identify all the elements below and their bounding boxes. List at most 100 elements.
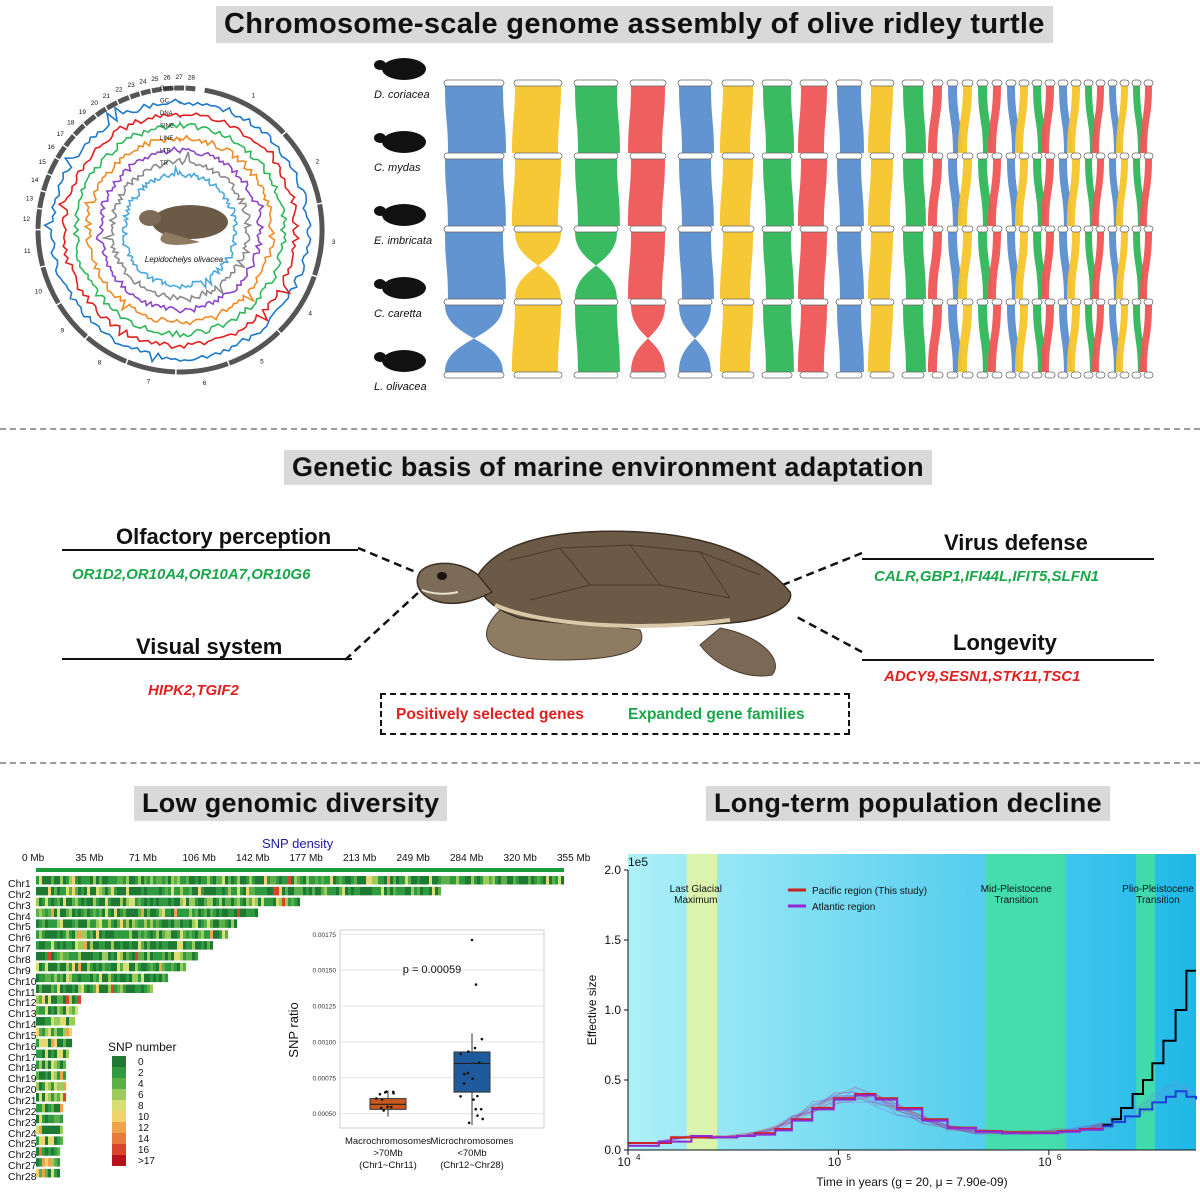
snp-cell	[153, 951, 157, 961]
snp-cell	[60, 1103, 64, 1113]
snp-cell	[105, 951, 109, 961]
synteny-ribbon	[720, 86, 753, 153]
snp-cell	[165, 951, 169, 961]
chromosome-bar	[1057, 225, 1069, 233]
chromosome-bar	[1005, 79, 1017, 87]
chromosome-bar	[799, 298, 829, 306]
snp-cell	[147, 908, 151, 918]
snp-cell	[183, 908, 187, 918]
snp-cell	[123, 941, 127, 950]
snp-cell	[45, 1017, 49, 1026]
snp-cell	[42, 1168, 46, 1178]
snp-cell	[213, 919, 217, 928]
snp-cell	[171, 941, 175, 950]
snp-cell	[69, 897, 73, 907]
snp-cell	[201, 941, 205, 950]
period-band	[686, 854, 718, 1150]
snp-cell	[69, 908, 73, 918]
snp-cell	[360, 876, 364, 885]
snp-chromosome-label: Chr16	[8, 1040, 37, 1053]
species-silhouette	[382, 58, 426, 80]
species-silhouette-head	[374, 60, 386, 70]
snp-cell	[51, 1082, 55, 1091]
chromosome-arc	[162, 85, 173, 92]
snp-cell	[57, 1147, 61, 1156]
synteny-ribbon	[1015, 86, 1028, 153]
snp-cell	[96, 930, 100, 939]
snp-cell	[135, 897, 139, 907]
snp-cell	[48, 973, 52, 983]
snp-cell	[282, 886, 286, 896]
snp-chromosome-label: Chr22	[8, 1105, 37, 1118]
x-tick-exponent: 4	[636, 1153, 641, 1162]
snp-cell	[219, 897, 223, 907]
snp-cell	[105, 876, 109, 885]
snp-cell	[84, 930, 88, 939]
snp-cell	[96, 973, 100, 983]
snp-cell	[72, 941, 76, 950]
snp-cell	[51, 951, 55, 961]
chromosome-bar	[1018, 152, 1030, 160]
snp-cell	[276, 897, 280, 907]
boxplot-point	[476, 1114, 479, 1117]
snp-axis-tick: 355 Mb	[557, 853, 591, 864]
snp-cell	[48, 919, 52, 928]
snp-cell	[414, 886, 418, 896]
snp-cell	[195, 876, 199, 885]
snp-cell	[417, 876, 421, 885]
snp-cell	[186, 951, 190, 961]
snp-cell	[36, 1060, 40, 1069]
snp-cell	[132, 951, 136, 961]
snp-cell	[36, 1071, 40, 1080]
snp-cell	[147, 919, 151, 928]
snp-axis-tick: 320 Mb	[503, 853, 537, 864]
snp-cell	[51, 1017, 55, 1026]
snp-legend-value: 10	[138, 1112, 150, 1123]
snp-cell	[162, 886, 166, 896]
snp-cell	[108, 919, 112, 928]
snp-cell	[51, 919, 55, 928]
snp-cell	[57, 919, 61, 928]
snp-cell	[36, 897, 40, 907]
snp-legend-swatch	[112, 1155, 126, 1166]
chromosome-number: 12	[23, 216, 31, 223]
snp-cell	[39, 1017, 43, 1026]
chromosome-bar	[1070, 298, 1082, 306]
snp-cell	[255, 908, 259, 918]
chromosome-bar	[1057, 79, 1069, 87]
snp-cell	[180, 876, 184, 885]
snp-cell	[48, 1114, 52, 1124]
chromosome-bar	[573, 371, 619, 379]
snp-cell	[60, 1082, 64, 1091]
snp-cell	[222, 876, 226, 885]
snp-cell	[267, 897, 271, 907]
snp-cell	[105, 941, 109, 950]
x-tick-label: 10	[828, 1155, 842, 1169]
chromosome-arc	[312, 203, 325, 276]
snp-cell	[48, 941, 52, 950]
chromosome-bar	[1131, 152, 1142, 160]
snp-cell	[282, 897, 286, 907]
chromosome-bar	[1143, 371, 1154, 379]
species-silhouette-head	[374, 279, 386, 289]
snp-cell	[171, 876, 175, 885]
snp-cell	[171, 962, 175, 972]
data-ring	[95, 146, 265, 314]
snp-cell	[129, 908, 133, 918]
snp-cell	[243, 886, 247, 896]
chromosome-number: 3	[332, 239, 336, 246]
snp-cell	[132, 930, 136, 939]
snp-cell	[216, 876, 220, 885]
chromosome-arc	[41, 174, 52, 192]
snp-axis-tick: 142 Mb	[236, 853, 270, 864]
synteny-ribbon	[1067, 159, 1080, 226]
snp-cell	[78, 941, 82, 950]
snp-cell	[72, 886, 76, 896]
snp-cell	[48, 930, 52, 939]
chromosome-bar	[1070, 152, 1082, 160]
synteny-ribbon	[978, 86, 992, 153]
snp-cell	[39, 995, 43, 1004]
snp-cell	[48, 1027, 52, 1037]
snp-cell	[105, 919, 109, 928]
snp-cell	[288, 897, 292, 907]
